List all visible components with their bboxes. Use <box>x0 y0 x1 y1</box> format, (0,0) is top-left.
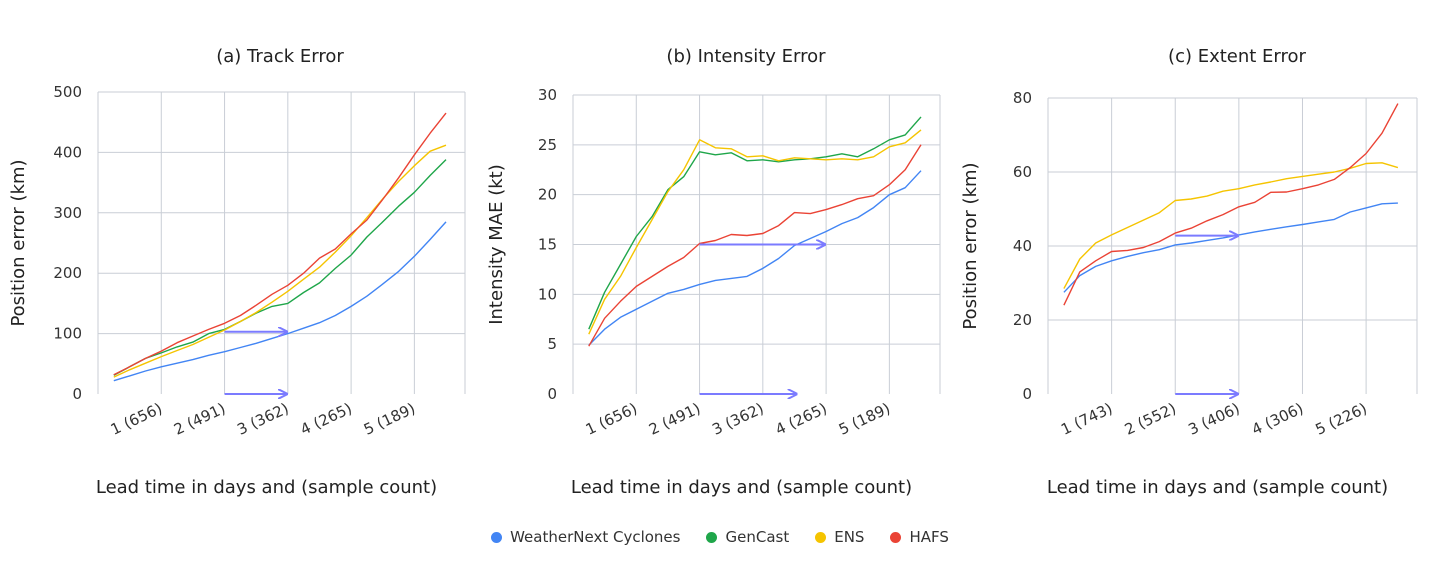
legend-label: HAFS <box>909 528 949 546</box>
legend-label: GenCast <box>725 528 790 546</box>
legend-swatch <box>491 531 503 543</box>
y-tick-label: 100 <box>53 325 82 343</box>
series-line-hafs <box>588 144 922 347</box>
y-axis-label: Position error (km) <box>960 162 981 329</box>
series-line-weathernext-cyclones <box>113 221 447 382</box>
series-line-hafs <box>1063 103 1399 306</box>
chart-panel-3: (c) Extent Error 0 20 40 60 80 1 (743) 2 (552) 3… <box>960 46 1418 498</box>
legend-label: WeatherNext Cyclones <box>510 528 681 546</box>
x-tick-label: 4 (265) <box>298 399 355 438</box>
x-tick-label: 5 (189) <box>361 399 418 438</box>
x-tick-label: 1 (656) <box>108 399 165 438</box>
y-tick-label: 80 <box>1013 89 1032 107</box>
x-tick-label: 1 (743) <box>1058 399 1115 438</box>
series-line-ens <box>113 144 447 378</box>
x-tick-label: 4 (265) <box>773 399 830 438</box>
y-tick-label: 10 <box>538 285 557 303</box>
y-tick-label: 40 <box>1013 237 1032 255</box>
x-tick-label: 2 (491) <box>171 399 228 438</box>
series-line-hafs <box>113 112 447 376</box>
legend-item: ENS <box>815 528 864 546</box>
x-tick-label: 5 (226) <box>1313 399 1370 438</box>
y-tick-label: 25 <box>538 136 557 154</box>
legend: WeatherNext Cyclones GenCast ENS HAFS <box>0 528 1440 546</box>
chart-title: (b) Intensity Error <box>666 46 826 67</box>
chart-title: (c) Extent Error <box>1168 46 1306 67</box>
y-tick-label: 0 <box>72 385 82 403</box>
legend-item: HAFS <box>890 528 949 546</box>
x-tick-label: 3 (362) <box>234 399 291 438</box>
x-tick-label: 2 (491) <box>646 399 703 438</box>
y-tick-label: 400 <box>53 143 82 161</box>
y-axis-label: Position error (km) <box>8 159 29 326</box>
y-tick-label: 30 <box>538 86 557 104</box>
x-tick-label: 3 (406) <box>1185 399 1242 438</box>
series-line-gencast <box>113 159 447 376</box>
chart-panel-1: (a) Track Error 0 100 200 300 400 500 1 (656) 2 … <box>8 46 466 498</box>
y-tick-label: 5 <box>547 335 557 353</box>
legend-item: GenCast <box>706 528 789 546</box>
y-tick-label: 0 <box>547 385 557 403</box>
x-tick-label: 1 (656) <box>583 399 640 438</box>
y-axis-label: Intensity MAE (kt) <box>486 164 507 325</box>
legend-swatch <box>706 531 718 543</box>
legend-swatch <box>890 531 902 543</box>
chart-title: (a) Track Error <box>216 46 344 67</box>
series-line-weathernext-cyclones <box>1063 202 1398 293</box>
series-line-ens <box>1063 162 1399 289</box>
legend-item: WeatherNext Cyclones <box>491 528 680 546</box>
y-tick-label: 500 <box>53 83 82 101</box>
y-tick-label: 200 <box>53 264 82 282</box>
x-tick-label: 3 (362) <box>709 399 766 438</box>
y-tick-label: 20 <box>1013 311 1032 329</box>
y-tick-label: 0 <box>1022 385 1032 403</box>
chart-panel-2: (b) Intensity Error 0 5 10 15 20 25 30 1 (656) 2 … <box>486 46 941 498</box>
x-axis-label: Lead time in days and (sample count) <box>1047 477 1388 498</box>
y-tick-label: 20 <box>538 186 557 204</box>
legend-swatch <box>815 531 827 543</box>
y-tick-label: 300 <box>53 204 82 222</box>
x-tick-label: 5 (189) <box>836 399 893 438</box>
series-line-gencast <box>588 116 922 330</box>
x-tick-label: 2 (552) <box>1122 399 1179 438</box>
series-line-weathernext-cyclones <box>588 170 922 346</box>
x-tick-label: 4 (306) <box>1249 399 1306 438</box>
y-tick-label: 60 <box>1013 163 1032 181</box>
series-line-ens <box>588 129 922 335</box>
x-axis-label: Lead time in days and (sample count) <box>571 477 912 498</box>
x-axis-label: Lead time in days and (sample count) <box>96 477 437 498</box>
y-tick-label: 15 <box>538 236 557 254</box>
legend-label: ENS <box>834 528 865 546</box>
